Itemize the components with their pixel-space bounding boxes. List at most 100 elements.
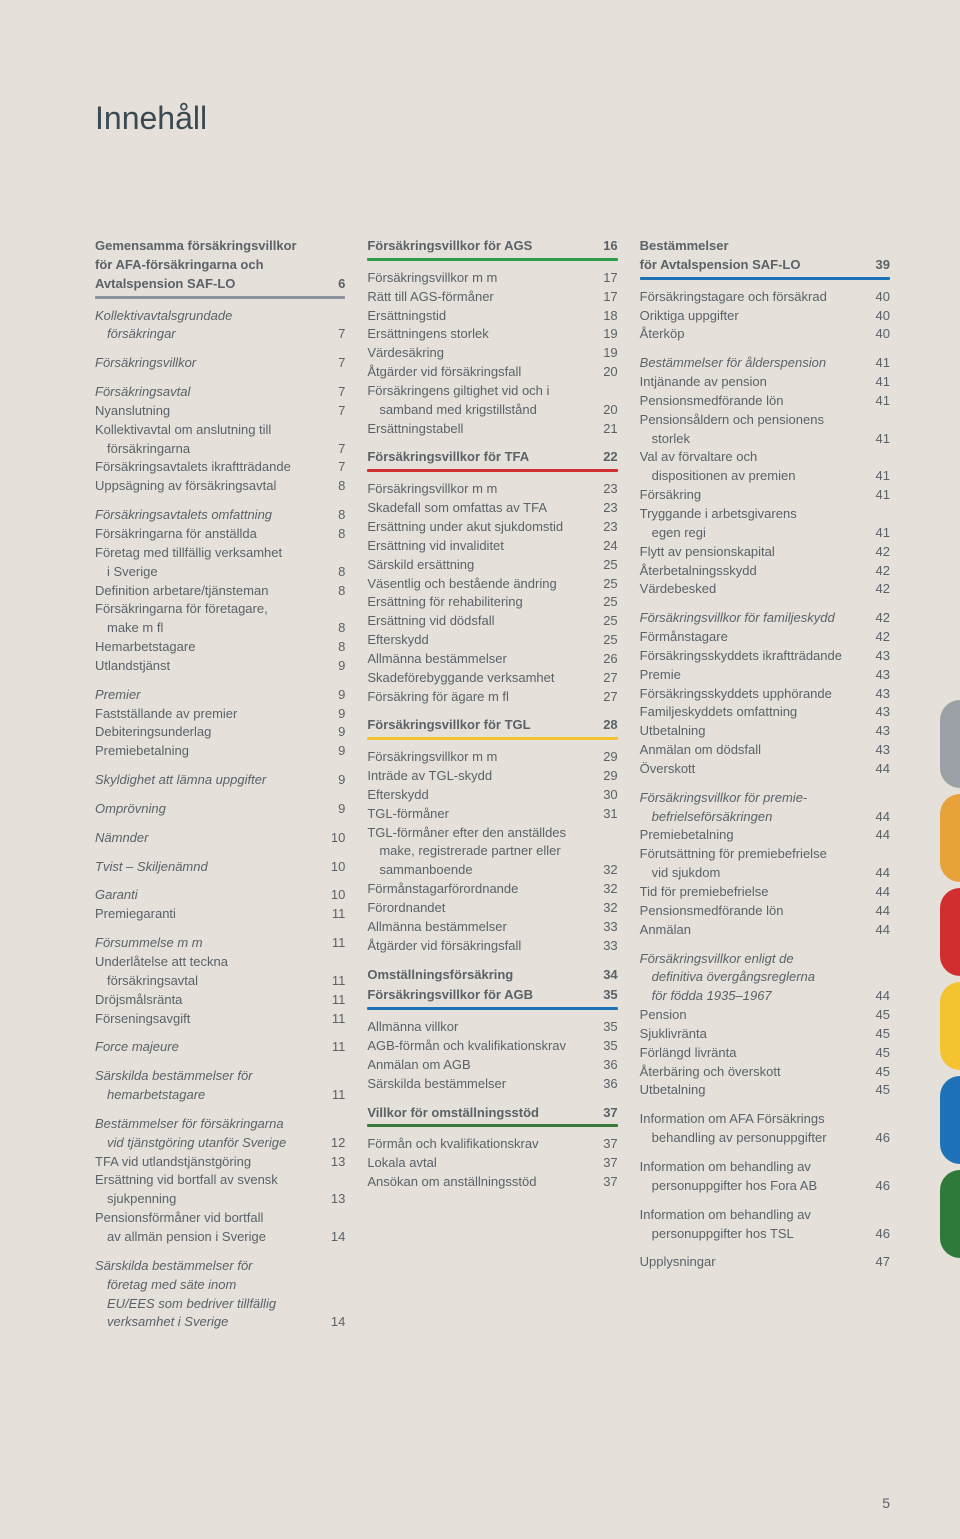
toc-entry-page: 32 bbox=[603, 899, 617, 918]
side-tab bbox=[940, 982, 960, 1070]
toc-entry-page: 41 bbox=[876, 373, 890, 392]
toc-entry: Försäkringsvillkor m m29 bbox=[367, 748, 617, 767]
toc-entry-label: Bestämmelser för ålderspension bbox=[640, 354, 876, 373]
toc-entry: Särskilda bestämmelser36 bbox=[367, 1075, 617, 1094]
toc-entry-page: 9 bbox=[338, 800, 345, 819]
toc-entry-label: Bestämmelser för försäkringarna bbox=[95, 1115, 345, 1134]
toc-entry: Ersättningstid18 bbox=[367, 307, 617, 326]
toc-entry: Försäkringsvillkor för familjeskydd42 bbox=[640, 609, 890, 628]
toc-entry: Försäkringarna för anställda8 bbox=[95, 525, 345, 544]
toc-entry-page: 43 bbox=[876, 741, 890, 760]
toc-entry-label: Underlåtelse att teckna bbox=[95, 953, 345, 972]
toc-entry: Allmänna bestämmelser26 bbox=[367, 650, 617, 669]
toc-entry-label: Försäkringsvillkor enligt de bbox=[640, 950, 890, 969]
toc-entry-label: Skyldighet att lämna uppgifter bbox=[95, 771, 338, 790]
toc-entry-label: Anmälan om dödsfall bbox=[640, 741, 876, 760]
toc-entry: Allmänna bestämmelser33 bbox=[367, 918, 617, 937]
toc-entry: av allmän pension i Sverige14 bbox=[95, 1228, 345, 1247]
toc-entry: Nämnder10 bbox=[95, 829, 345, 848]
toc-entry-label: Återköp bbox=[640, 325, 876, 344]
toc-entry-label: Anmälan bbox=[640, 921, 876, 940]
toc-entry: för födda 1935–196744 bbox=[640, 987, 890, 1006]
toc-entry: försäkringarna7 bbox=[95, 440, 345, 459]
toc-entry-page: 30 bbox=[603, 786, 617, 805]
toc-entry-page: 19 bbox=[603, 344, 617, 363]
toc-entry: Skadefall som omfattas av TFA23 bbox=[367, 499, 617, 518]
toc-entry-label: Flytt av pensionskapital bbox=[640, 543, 876, 562]
toc-entry: AGB-förmån och kvalifikationskrav35 bbox=[367, 1037, 617, 1056]
toc-entry: storlek41 bbox=[640, 430, 890, 449]
toc-entry-label: Premie bbox=[640, 666, 876, 685]
toc-entry-label: Förmånstagare bbox=[640, 628, 876, 647]
toc-entry: Försäkringsavtalets omfattning8 bbox=[95, 506, 345, 525]
side-tabs bbox=[940, 700, 960, 1258]
toc-entry-page: 9 bbox=[338, 657, 345, 676]
toc-entry: Försäkring för ägare m fl27 bbox=[367, 688, 617, 707]
toc-entry-label: Försäkringsskyddets upphörande bbox=[640, 685, 876, 704]
toc-entry-page: 23 bbox=[603, 499, 617, 518]
toc-entry: Ersättning vid bortfall av svensk bbox=[95, 1171, 345, 1190]
toc-entry-label: i Sverige bbox=[95, 563, 338, 582]
toc-entry: TFA vid utlandstjänstgöring13 bbox=[95, 1153, 345, 1172]
toc-entry: Omprövning9 bbox=[95, 800, 345, 819]
side-tab bbox=[940, 1170, 960, 1258]
toc-section-head: Försäkringsvillkor för AGB 35 bbox=[367, 986, 617, 1005]
toc-entry-label: Försäkringstagare och försäkrad bbox=[640, 288, 876, 307]
section-head-line: för Avtalspension SAF-LO bbox=[640, 256, 801, 275]
toc-entry-label: Anmälan om AGB bbox=[367, 1056, 603, 1075]
toc-entry: Utbetalning45 bbox=[640, 1081, 890, 1100]
toc-entry-label: Försäkring bbox=[640, 486, 876, 505]
toc-entry-label: Premiegaranti bbox=[95, 905, 332, 924]
toc-entry: Premiegaranti11 bbox=[95, 905, 345, 924]
toc-entry: Åtgärder vid försäkringsfall33 bbox=[367, 937, 617, 956]
toc-entry-label: Premier bbox=[95, 686, 338, 705]
section-page: 22 bbox=[603, 448, 617, 467]
toc-entry-page: 46 bbox=[876, 1129, 890, 1148]
toc-entry: Inträde av TGL-skydd29 bbox=[367, 767, 617, 786]
toc-entry-label: personuppgifter hos Fora AB bbox=[640, 1177, 876, 1196]
toc-entry: Tvist – Skiljenämnd10 bbox=[95, 858, 345, 877]
toc-entry: Företag med tillfällig verksamhet bbox=[95, 544, 345, 563]
toc-entry: Värdebesked42 bbox=[640, 580, 890, 599]
toc-entry: personuppgifter hos TSL46 bbox=[640, 1225, 890, 1244]
toc-entry-label: Försäkringsskyddets ikraftträdande bbox=[640, 647, 876, 666]
toc-entry-page: 43 bbox=[876, 722, 890, 741]
toc-entry-label: samband med krigstillstånd bbox=[367, 401, 603, 420]
toc-entry-page: 14 bbox=[331, 1228, 345, 1247]
toc-entry-page: 9 bbox=[338, 686, 345, 705]
toc-entry-label: Allmänna villkor bbox=[367, 1018, 603, 1037]
toc-entry-label: sammanboende bbox=[367, 861, 603, 880]
toc-entry: Särskilda bestämmelser för bbox=[95, 1067, 345, 1086]
toc-entry: Anmälan om dödsfall43 bbox=[640, 741, 890, 760]
toc-entry: Lokala avtal37 bbox=[367, 1154, 617, 1173]
toc-entry-page: 10 bbox=[331, 858, 345, 877]
toc-entry-label: Tvist – Skiljenämnd bbox=[95, 858, 331, 877]
toc-entry: Bestämmelser för försäkringarna bbox=[95, 1115, 345, 1134]
side-tab bbox=[940, 888, 960, 976]
toc-entry-label: Försäkringsavtalets omfattning bbox=[95, 506, 338, 525]
toc-section-head: Gemensamma försäkringsvillkor för AFA-fö… bbox=[95, 237, 345, 294]
toc-entry-label: Utbetalning bbox=[640, 722, 876, 741]
toc-entry-label: Tryggande i arbetsgivarens bbox=[640, 505, 890, 524]
toc-entry-page: 32 bbox=[603, 861, 617, 880]
toc-entry-label: dispositionen av premien bbox=[640, 467, 876, 486]
toc-entry-page: 36 bbox=[603, 1056, 617, 1075]
toc-entry: Pensionsförmåner vid bortfall bbox=[95, 1209, 345, 1228]
toc-entry-label: Information om AFA Försäkrings bbox=[640, 1110, 890, 1129]
toc-entry: dispositionen av premien41 bbox=[640, 467, 890, 486]
toc-entry-page: 37 bbox=[603, 1135, 617, 1154]
toc-entry: Dröjsmålsränta11 bbox=[95, 991, 345, 1010]
toc-entry-label: Efterskydd bbox=[367, 631, 603, 650]
toc-entry-label: Uppsägning av försäkringsavtal bbox=[95, 477, 338, 496]
toc-entry-label: företag med säte inom bbox=[95, 1276, 345, 1295]
toc-entry-label: AGB-förmån och kvalifikationskrav bbox=[367, 1037, 603, 1056]
toc-entry-page: 42 bbox=[876, 562, 890, 581]
toc-entry-page: 25 bbox=[603, 556, 617, 575]
toc-entry-page: 7 bbox=[338, 354, 345, 373]
toc-entry: behandling av personuppgifter46 bbox=[640, 1129, 890, 1148]
toc-entry-page: 45 bbox=[876, 1006, 890, 1025]
toc-entry: Förmånstagarförordnande32 bbox=[367, 880, 617, 899]
toc-entry: Upplysningar47 bbox=[640, 1253, 890, 1272]
toc-entry: Försäkringsvillkor för premie- bbox=[640, 789, 890, 808]
toc-entry-label: Omprövning bbox=[95, 800, 338, 819]
